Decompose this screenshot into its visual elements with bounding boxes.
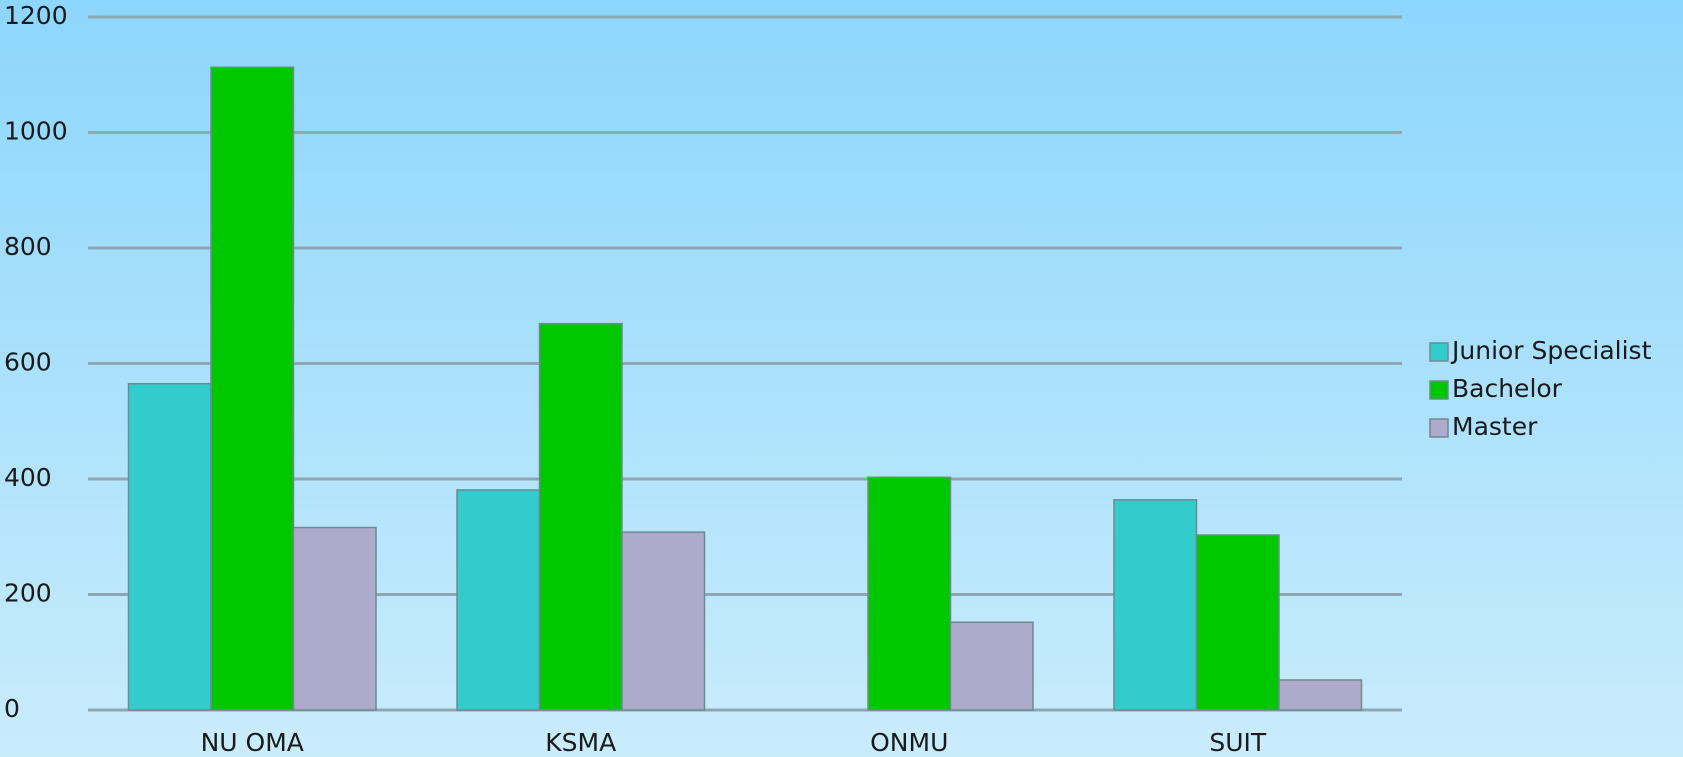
legend-swatch [1429,342,1449,362]
x-tick-label: KSMA [545,728,616,757]
y-tick-label: 1200 [4,1,68,30]
bar [949,621,1034,711]
bar [292,526,377,711]
bar [621,531,706,711]
legend-label: Master [1452,412,1538,441]
x-tick-label: SUIT [1209,728,1267,757]
bar [1195,534,1280,711]
y-tick-label: 1000 [4,117,68,146]
bar [867,476,952,711]
legend-label: Bachelor [1452,374,1563,403]
bar [538,322,623,711]
x-tick-label: ONMU [870,728,948,757]
y-tick-label: 600 [4,348,52,377]
legend-label: Junior Specialist [1450,336,1652,365]
y-tick-label: 800 [4,232,52,261]
y-tick-label: 200 [4,579,52,608]
bar [1113,499,1198,711]
y-tick-label: 0 [4,694,20,723]
legend-swatch [1429,418,1449,438]
bar [456,489,541,711]
y-tick-label: 400 [4,463,52,492]
bar [127,382,212,711]
bar [210,66,295,711]
legend-swatch [1429,380,1449,400]
x-tick-label: NU OMA [201,728,304,757]
bar [1278,679,1363,711]
